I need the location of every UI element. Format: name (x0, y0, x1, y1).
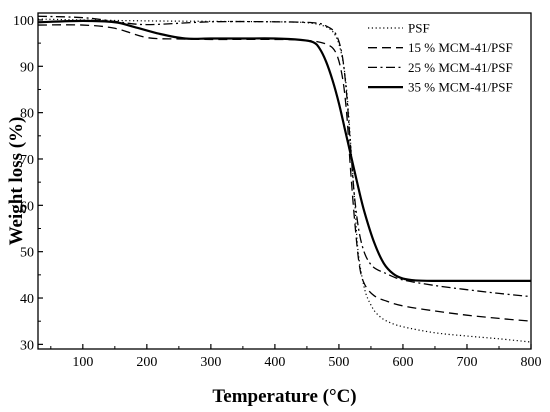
x-axis-title: Temperature (°C) (212, 386, 356, 407)
series-layer (38, 15, 531, 343)
legend-label-3: 35 % MCM-41/PSF (408, 80, 513, 95)
series-line-1 (38, 24, 531, 322)
legend: PSF 15 % MCM-41/PSF 25 % MCM-41/PSF 35 % MC… (368, 21, 513, 95)
y-tick-label: 80 (20, 107, 34, 122)
x-tick-label: 200 (136, 355, 157, 370)
x-tick-label: 600 (392, 355, 413, 370)
y-tick-label: 90 (20, 60, 34, 75)
x-tick-label: 800 (521, 355, 542, 370)
legend-label-2: 25 % MCM-41/PSF (408, 60, 513, 75)
y-axis-ticks: 30 40 50 60 70 80 90 100 (13, 14, 43, 353)
y-tick-label: 100 (13, 14, 34, 29)
plot-frame (37, 12, 532, 350)
y-tick-label: 40 (20, 292, 34, 307)
x-tick-label: 300 (200, 355, 221, 370)
y-axis-title: Weight loss (%) (6, 117, 27, 246)
series-line-2 (38, 15, 531, 298)
x-tick-label: 500 (328, 355, 349, 370)
x-tick-label: 400 (264, 355, 285, 370)
legend-label-1: 15 % MCM-41/PSF (408, 40, 513, 55)
x-tick-label: 700 (456, 355, 477, 370)
x-axis-ticks: 100 200 300 400 500 600 700 800 (50, 344, 542, 370)
legend-label-0: PSF (408, 21, 430, 36)
y-tick-label: 60 (20, 199, 34, 214)
y-tick-label: 70 (20, 153, 34, 168)
y-tick-label: 50 (20, 246, 34, 261)
x-tick-label: 100 (72, 355, 93, 370)
y-tick-label: 30 (20, 338, 34, 353)
series-line-3 (38, 19, 531, 283)
